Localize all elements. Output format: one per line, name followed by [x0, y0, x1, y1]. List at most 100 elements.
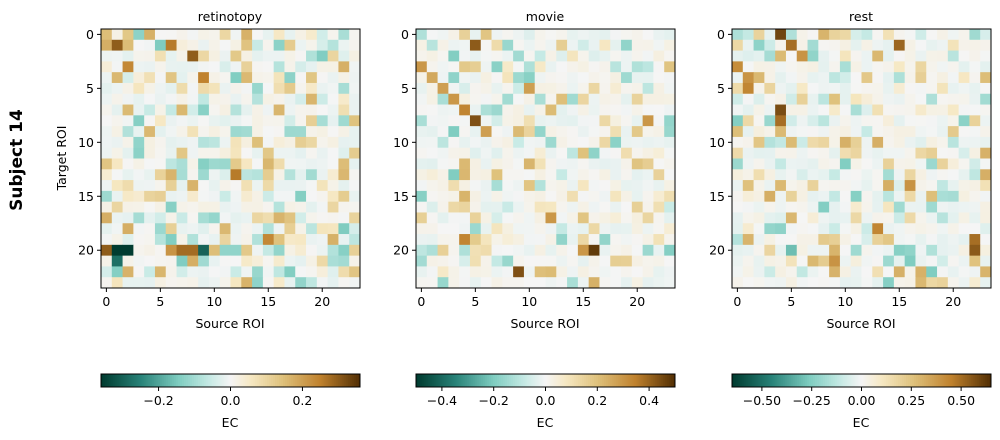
- heatmap-cell: [631, 234, 644, 246]
- heatmap-cell: [631, 115, 644, 127]
- colorbar-step: [488, 374, 492, 387]
- colorbar-step: [974, 374, 978, 387]
- colorbar-step: [244, 374, 248, 387]
- colorbar-step: [877, 374, 881, 387]
- heatmap-cell: [198, 169, 210, 181]
- heatmap-cell: [664, 212, 676, 224]
- heatmap-cell: [818, 39, 830, 51]
- heatmap-cell: [621, 126, 633, 138]
- heatmap-cell: [621, 244, 633, 257]
- colorbar-step: [670, 374, 674, 387]
- heatmap-cells: [416, 29, 676, 289]
- colorbar-step: [155, 374, 159, 387]
- heatmap-cell: [915, 39, 927, 51]
- heatmap-cell: [448, 277, 460, 289]
- heatmap-cell: [567, 29, 579, 41]
- heatmap-cell: [577, 223, 590, 235]
- heatmap-cell: [567, 72, 579, 84]
- heatmap-cell: [807, 234, 819, 246]
- heatmap-cell: [937, 223, 949, 235]
- heatmap-cell: [262, 234, 275, 246]
- heatmap-cell: [154, 266, 167, 278]
- heatmap-cell: [839, 158, 852, 170]
- heatmap-cell: [480, 61, 492, 73]
- heatmap-cell: [980, 82, 992, 95]
- heatmap-cell: [295, 50, 307, 62]
- colorbar-step: [851, 374, 854, 387]
- heatmap-cell: [775, 277, 787, 289]
- heatmap-cell: [306, 223, 318, 235]
- heatmap-cell: [144, 50, 156, 62]
- heatmap-cell: [567, 255, 579, 267]
- heatmap-cell: [753, 50, 765, 62]
- heatmap-cell: [567, 82, 579, 95]
- heatmap-cell: [349, 29, 361, 41]
- heatmap-cell: [753, 180, 765, 192]
- heatmap-cell: [262, 50, 275, 62]
- heatmap-cell: [122, 115, 134, 127]
- colorbar-step: [936, 374, 939, 387]
- heatmap-cell: [947, 82, 960, 95]
- heatmap-cell: [753, 277, 765, 289]
- heatmap-cell: [775, 115, 787, 127]
- heatmap-cell: [187, 266, 199, 278]
- x-tick-label: 20: [945, 294, 961, 309]
- heatmap-cell: [295, 61, 307, 73]
- heatmap-cell: [252, 93, 264, 105]
- heatmap-cell: [861, 126, 873, 138]
- heatmap-cell: [165, 244, 177, 257]
- heatmap-cell: [653, 29, 665, 41]
- x-axis-ticks: 0 5 10 15 20: [417, 288, 645, 309]
- heatmap-cell: [187, 147, 199, 159]
- heatmap-cell: [122, 158, 134, 170]
- heatmap-cell: [764, 93, 776, 105]
- heatmap-cell: [165, 93, 177, 105]
- heatmap-cell: [958, 104, 970, 116]
- colorbar-step: [347, 374, 351, 387]
- heatmap-cell: [154, 255, 167, 267]
- colorbar-step: [339, 374, 343, 387]
- colorbar-step: [464, 374, 468, 387]
- heatmap-cell: [621, 169, 633, 181]
- colorbar-step: [788, 374, 792, 387]
- heatmap-cell: [416, 190, 428, 203]
- heatmap-cell: [732, 266, 744, 278]
- colorbar-step: [893, 374, 897, 387]
- heatmap-cell: [742, 212, 754, 224]
- heatmap-cell: [480, 115, 492, 127]
- colorbar-step: [107, 374, 110, 387]
- heatmap-cell: [915, 169, 927, 181]
- heatmap-cell: [796, 266, 808, 278]
- heatmap-cell: [198, 244, 210, 257]
- heatmap-cell: [599, 136, 611, 149]
- heatmap-cell: [839, 212, 852, 224]
- colorbar-step: [436, 374, 439, 387]
- heatmap-cell: [176, 136, 188, 149]
- colorbar-step: [565, 374, 569, 387]
- heatmap-cell: [416, 223, 428, 235]
- heatmap-cell: [187, 104, 199, 116]
- heatmap-cell: [111, 61, 123, 73]
- heatmap-cell: [187, 50, 199, 62]
- heatmap-cell: [764, 61, 776, 73]
- heatmap-cell: [426, 244, 438, 257]
- heatmap-cell: [513, 180, 525, 192]
- colorbar-step: [270, 374, 274, 387]
- heatmap-cell: [273, 72, 285, 84]
- colorbar-step: [577, 374, 581, 387]
- heatmap-cell: [144, 223, 156, 235]
- heatmap-cell: [426, 29, 438, 41]
- heatmap-cell: [198, 72, 210, 84]
- heatmap-cell: [577, 61, 590, 73]
- heatmap-cell: [101, 93, 113, 105]
- colorbar-step: [242, 374, 246, 387]
- heatmap-cell: [545, 266, 557, 278]
- heatmap-cell: [523, 223, 536, 235]
- heatmap-cell: [198, 136, 210, 149]
- heatmap-cell: [480, 82, 492, 95]
- heatmap-cell: [338, 39, 350, 51]
- colorbar-step: [183, 374, 187, 387]
- colorbar-step: [500, 374, 504, 387]
- heatmap-cell: [306, 201, 318, 213]
- heatmap-cell: [872, 93, 884, 105]
